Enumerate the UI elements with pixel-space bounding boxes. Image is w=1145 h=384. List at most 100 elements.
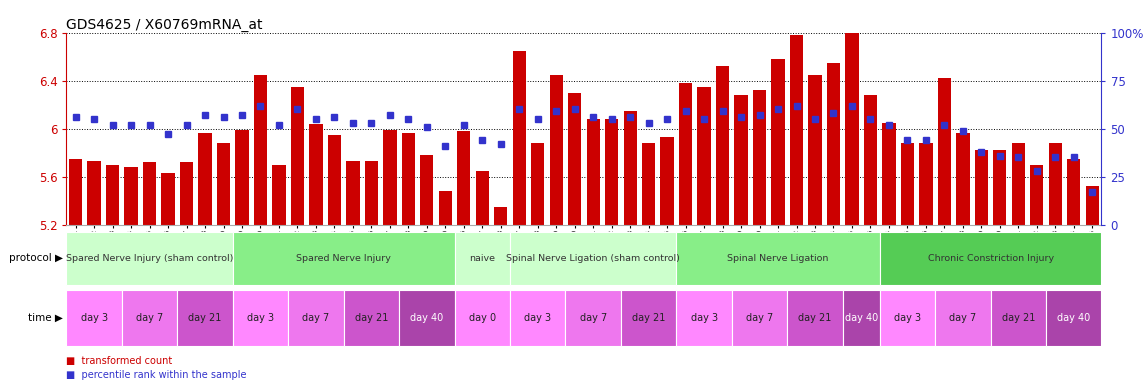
Text: day 3: day 3 (524, 313, 551, 323)
Text: day 3: day 3 (690, 313, 718, 323)
Bar (420, 155, 434, 225)
Bar (216, 143, 230, 225)
Bar (679, 83, 693, 225)
Bar (198, 134, 212, 225)
Bar (455, 232, 510, 285)
Bar (790, 35, 803, 225)
Bar (87, 161, 101, 225)
Text: day 3: day 3 (80, 313, 108, 323)
Bar (550, 74, 563, 225)
Bar (605, 119, 618, 225)
Bar (734, 95, 748, 225)
Bar (624, 111, 637, 225)
Bar (69, 159, 82, 225)
Bar (344, 290, 400, 346)
Bar (254, 74, 267, 225)
Text: day 7: day 7 (949, 313, 977, 323)
Bar (568, 93, 582, 225)
Bar (1047, 290, 1101, 346)
Bar (384, 130, 396, 225)
Bar (938, 78, 951, 225)
Bar (121, 290, 177, 346)
Text: day 21: day 21 (1002, 313, 1035, 323)
Bar (621, 290, 677, 346)
Bar (66, 290, 121, 346)
Bar (788, 290, 843, 346)
Bar (1012, 143, 1025, 225)
Text: Spinal Nerve Ligation: Spinal Nerve Ligation (727, 254, 829, 263)
Text: day 3: day 3 (247, 313, 274, 323)
Bar (475, 170, 489, 225)
Bar (346, 161, 360, 225)
Text: ■  transformed count: ■ transformed count (66, 356, 173, 366)
Bar (309, 124, 323, 225)
Bar (513, 51, 526, 225)
Bar (125, 167, 137, 225)
Bar (495, 207, 507, 225)
Text: Spared Nerve Injury: Spared Nerve Injury (297, 254, 392, 263)
Text: day 7: day 7 (302, 313, 330, 323)
Bar (956, 134, 970, 225)
Bar (845, 30, 859, 225)
Text: day 40: day 40 (845, 313, 878, 323)
Bar (439, 191, 452, 225)
Bar (772, 59, 784, 225)
Bar (232, 232, 455, 285)
Text: GDS4625 / X60769mRNA_at: GDS4625 / X60769mRNA_at (66, 18, 263, 31)
Text: Spared Nerve Injury (sham control): Spared Nerve Injury (sham control) (66, 254, 234, 263)
Bar (732, 290, 788, 346)
Bar (661, 137, 673, 225)
Bar (863, 95, 877, 225)
Bar (990, 290, 1047, 346)
Bar (106, 165, 119, 225)
Text: day 0: day 0 (468, 313, 496, 323)
Bar (177, 290, 232, 346)
Bar (566, 290, 621, 346)
Text: protocol ▶: protocol ▶ (9, 253, 63, 263)
Text: time ▶: time ▶ (29, 313, 63, 323)
Bar (879, 290, 935, 346)
Text: day 7: day 7 (136, 313, 164, 323)
Bar (843, 290, 879, 346)
Text: day 7: day 7 (745, 313, 773, 323)
Text: day 21: day 21 (188, 313, 222, 323)
Bar (935, 290, 990, 346)
Text: day 3: day 3 (894, 313, 921, 323)
Bar (808, 74, 822, 225)
Bar (901, 143, 914, 225)
Bar (400, 290, 455, 346)
Bar (402, 134, 414, 225)
Bar (993, 150, 1006, 225)
Bar (1067, 159, 1081, 225)
Text: day 21: day 21 (355, 313, 388, 323)
Bar (455, 290, 510, 346)
Bar (586, 119, 600, 225)
Text: day 21: day 21 (798, 313, 831, 323)
Bar (289, 290, 344, 346)
Bar (273, 165, 285, 225)
Bar (883, 122, 895, 225)
Bar (510, 232, 677, 285)
Bar (327, 135, 341, 225)
Bar (531, 143, 544, 225)
Text: ■  percentile rank within the sample: ■ percentile rank within the sample (66, 370, 247, 380)
Text: day 40: day 40 (410, 313, 443, 323)
Text: Spinal Nerve Ligation (sham control): Spinal Nerve Ligation (sham control) (506, 254, 680, 263)
Text: day 21: day 21 (632, 313, 665, 323)
Bar (879, 232, 1101, 285)
Text: naive: naive (469, 254, 496, 263)
Bar (677, 232, 879, 285)
Bar (161, 173, 175, 225)
Text: Chronic Constriction Injury: Chronic Constriction Injury (927, 254, 1053, 263)
Bar (1030, 165, 1043, 225)
Bar (457, 131, 471, 225)
Bar (753, 90, 766, 225)
Bar (232, 290, 289, 346)
Bar (919, 143, 932, 225)
Text: day 40: day 40 (1057, 313, 1090, 323)
Bar (291, 87, 305, 225)
Bar (716, 66, 729, 225)
Bar (143, 162, 156, 225)
Text: day 7: day 7 (579, 313, 607, 323)
Bar (827, 63, 840, 225)
